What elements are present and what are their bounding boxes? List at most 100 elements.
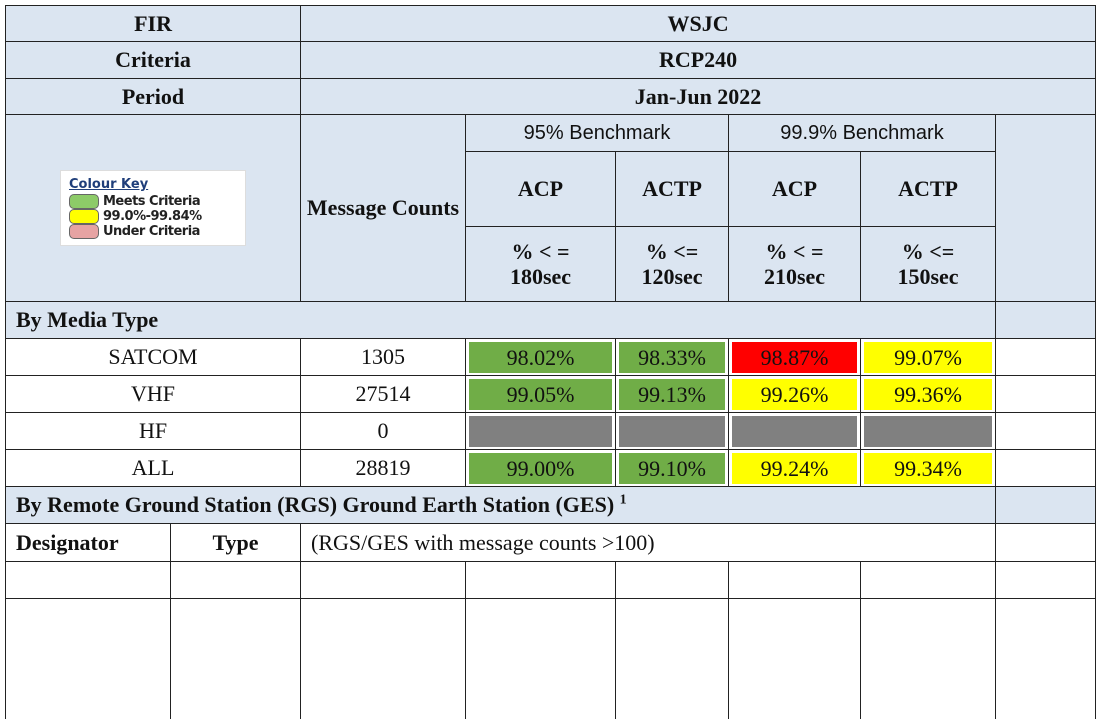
result-cell: 99.07% — [860, 338, 997, 376]
result-fill: 99.05% — [469, 378, 613, 410]
message-count: 27514 — [300, 375, 467, 413]
colour-key-label: Under Criteria — [103, 224, 200, 239]
section-title-text: By Remote Ground Station (RGS) Ground Ea… — [16, 492, 615, 517]
result-fill: 98.33% — [619, 341, 726, 373]
media-name: VHF — [4, 375, 302, 413]
table-row: VHF 27514 99.05% 99.13% 99.26% 99.36% — [4, 375, 1097, 413]
fir-report-table: FIR WSJC Criteria RCP240 Period Jan-Jun 2022 C… — [4, 5, 1097, 719]
result-fill: 99.07% — [864, 341, 993, 373]
colour-swatch — [69, 194, 99, 209]
empty-cell — [465, 598, 617, 719]
result-fill: 99.13% — [619, 378, 726, 410]
result-cell: 99.05% — [465, 375, 617, 413]
colour-swatch — [69, 224, 99, 239]
empty-cell — [995, 561, 1097, 599]
metric-name: ACTP — [860, 151, 997, 227]
header-value: RCP240 — [300, 41, 1097, 79]
empty-cell — [300, 561, 467, 599]
empty-cell — [995, 301, 1097, 339]
result-fill: 99.26% — [732, 378, 858, 410]
colour-key-entry: Under Criteria — [69, 224, 237, 239]
benchmark-header: 99.9% Benchmark — [728, 114, 997, 152]
result-fill: 98.87% — [732, 341, 858, 373]
result-cell — [465, 412, 617, 450]
result-cell: 99.13% — [615, 375, 730, 413]
empty-cell — [615, 598, 730, 719]
result-cell: 98.33% — [615, 338, 730, 376]
colour-key: Colour Key Meets Criteria 99.0%-99.84% Unde… — [60, 170, 246, 246]
empty-cell — [995, 598, 1097, 719]
empty-cell — [995, 338, 1097, 376]
table-body: FIR WSJC Criteria RCP240 Period Jan-Jun 2022 C… — [4, 5, 1097, 719]
table-row: ACP ACTP ACP ACTP — [6, 151, 1096, 227]
metric-threshold: % <= 150sec — [860, 226, 997, 302]
table-row: By Remote Ground Station (RGS) Ground Ea… — [4, 486, 1097, 524]
result-fill: 99.34% — [864, 452, 993, 484]
empty-cell — [615, 561, 730, 599]
colour-key-entry: 99.0%-99.84% — [69, 209, 237, 224]
empty-cell — [860, 561, 997, 599]
result-cell: 99.36% — [860, 375, 997, 413]
result-cell: 99.24% — [728, 449, 862, 487]
section-title: By Media Type — [4, 301, 997, 339]
result-cell: 99.26% — [728, 375, 862, 413]
result-fill: 98.02% — [469, 341, 613, 373]
result-cell: 98.87% — [728, 338, 862, 376]
result-cell — [860, 412, 997, 450]
media-name: HF — [4, 412, 302, 450]
media-name: SATCOM — [4, 338, 302, 376]
result-fill — [864, 415, 993, 447]
table-row: Colour Key Meets Criteria 99.0%-99.84% Unde… — [4, 114, 1097, 302]
empty-cell — [5, 561, 171, 599]
result-fill: 99.10% — [619, 452, 726, 484]
table-row: Period Jan-Jun 2022 — [4, 78, 1097, 115]
message-counts-header: Message Counts — [300, 114, 467, 302]
result-cell: 99.34% — [860, 449, 997, 487]
empty-cell — [728, 561, 862, 599]
empty-cell — [995, 486, 1097, 524]
rgs-note: (RGS/GES with message counts >100) — [300, 523, 997, 562]
empty-cell — [5, 598, 171, 719]
table-row — [5, 598, 1097, 719]
benchmark-header: 95% Benchmark — [465, 114, 730, 152]
message-count: 0 — [300, 412, 467, 450]
message-count: 28819 — [300, 449, 467, 487]
empty-cell — [300, 598, 467, 719]
colour-key-entry: Meets Criteria — [69, 194, 237, 209]
result-cell — [615, 412, 730, 450]
table-row: Criteria RCP240 — [4, 41, 1097, 79]
result-fill — [469, 415, 613, 447]
empty-cell — [995, 114, 1097, 302]
empty-cell — [728, 598, 862, 719]
table-row: Designator Type (RGS/GES with message coun… — [5, 523, 1097, 562]
header-value: Jan-Jun 2022 — [300, 78, 1097, 115]
colour-key-label: Meets Criteria — [103, 194, 201, 209]
empty-cell — [995, 375, 1097, 413]
section-title: By Remote Ground Station (RGS) Ground Ea… — [4, 486, 997, 524]
empty-cell — [995, 523, 1097, 562]
footnote-mark: 1 — [619, 492, 627, 508]
colour-swatch — [69, 209, 99, 224]
result-fill: 99.24% — [732, 452, 858, 484]
table-row: SATCOM 1305 98.02% 98.33% 98.87% 99.07% — [4, 338, 1097, 376]
result-fill: 99.00% — [469, 452, 613, 484]
metric-threshold: % < = 210sec — [728, 226, 862, 302]
metric-name: ACTP — [615, 151, 730, 227]
metric-name: ACP — [728, 151, 862, 227]
empty-cell — [169, 598, 302, 719]
result-fill — [619, 415, 726, 447]
message-count: 1305 — [300, 338, 467, 376]
result-cell — [728, 412, 862, 450]
designator-header: Designator — [5, 523, 171, 562]
result-fill: 99.36% — [864, 378, 993, 410]
header-label: FIR — [4, 5, 302, 42]
result-cell: 99.00% — [465, 449, 617, 487]
metric-threshold: % <= 120sec — [615, 226, 730, 302]
empty-cell — [465, 561, 617, 599]
table-row: ALL 28819 99.00% 99.10% 99.24% 99.34% — [4, 449, 1097, 487]
table-row: FIR WSJC — [4, 5, 1097, 42]
metric-threshold: % < = 180sec — [465, 226, 617, 302]
empty-cell — [995, 412, 1097, 450]
